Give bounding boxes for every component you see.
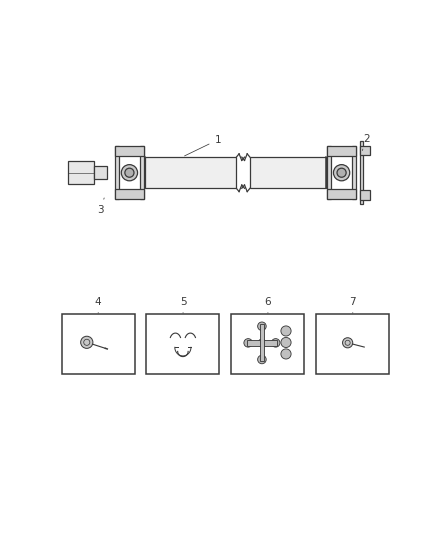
Bar xyxy=(316,314,389,374)
Text: 6: 6 xyxy=(265,297,271,313)
Ellipse shape xyxy=(121,165,138,181)
Bar xyxy=(247,340,277,346)
Text: 4: 4 xyxy=(95,297,102,313)
Bar xyxy=(360,141,363,204)
Bar xyxy=(352,146,356,199)
Bar xyxy=(61,314,134,374)
Text: 3: 3 xyxy=(97,198,104,215)
Ellipse shape xyxy=(125,168,134,177)
Ellipse shape xyxy=(343,338,353,348)
Text: 7: 7 xyxy=(350,297,356,313)
Ellipse shape xyxy=(258,356,266,364)
Bar xyxy=(250,157,326,188)
Polygon shape xyxy=(327,189,356,199)
Bar xyxy=(94,166,107,179)
Bar xyxy=(360,190,370,199)
Bar xyxy=(68,161,94,184)
Bar xyxy=(146,314,219,374)
Ellipse shape xyxy=(281,337,291,348)
Bar xyxy=(231,314,304,374)
Bar xyxy=(115,146,119,199)
Bar xyxy=(327,146,331,199)
Text: 1: 1 xyxy=(184,135,221,156)
Bar xyxy=(260,325,264,361)
Polygon shape xyxy=(327,146,356,156)
Ellipse shape xyxy=(281,326,291,336)
Ellipse shape xyxy=(281,349,291,359)
Ellipse shape xyxy=(244,338,252,347)
Ellipse shape xyxy=(272,338,280,347)
Ellipse shape xyxy=(81,336,93,349)
Bar xyxy=(145,157,237,188)
Ellipse shape xyxy=(333,165,350,181)
Ellipse shape xyxy=(337,168,346,177)
Bar xyxy=(140,146,144,199)
Bar xyxy=(360,146,370,156)
Ellipse shape xyxy=(258,322,266,330)
Polygon shape xyxy=(115,189,144,199)
Ellipse shape xyxy=(258,339,266,346)
Text: 2: 2 xyxy=(362,134,371,150)
Text: 5: 5 xyxy=(180,297,187,313)
Polygon shape xyxy=(115,146,144,156)
